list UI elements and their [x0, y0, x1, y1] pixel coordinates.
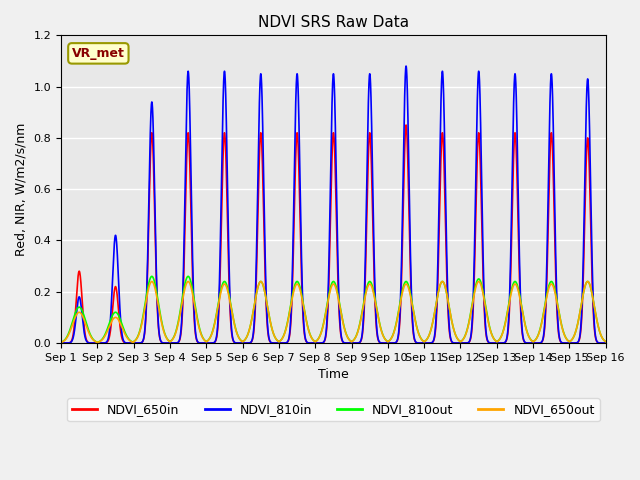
NDVI_650in — [602, 340, 609, 346]
NDVI_650in — [261, 267, 269, 273]
NDVI_650in — [57, 340, 65, 346]
NDVI_650out — [174, 323, 182, 329]
NDVI_650in — [600, 340, 608, 346]
Title: NDVI SRS Raw Data: NDVI SRS Raw Data — [258, 15, 409, 30]
NDVI_810out — [168, 337, 176, 343]
Line: NDVI_810in: NDVI_810in — [61, 66, 605, 343]
Line: NDVI_650out: NDVI_650out — [61, 281, 605, 342]
NDVI_650out — [57, 339, 65, 345]
NDVI_810out — [600, 337, 608, 343]
NDVI_650in — [409, 323, 417, 328]
NDVI_810out — [409, 303, 417, 309]
X-axis label: Time: Time — [318, 368, 349, 381]
NDVI_810in — [409, 317, 417, 323]
NDVI_650out — [486, 326, 494, 332]
NDVI_810out — [174, 322, 182, 327]
NDVI_650out — [261, 290, 269, 296]
NDVI_650out — [600, 337, 608, 343]
NDVI_810in — [486, 340, 493, 346]
Line: NDVI_810out: NDVI_810out — [61, 276, 605, 342]
NDVI_810out — [57, 339, 65, 345]
NDVI_810in — [261, 242, 269, 248]
NDVI_810in — [402, 63, 410, 69]
NDVI_650in — [168, 340, 176, 346]
NDVI_810out — [261, 290, 269, 296]
NDVI_650out — [168, 337, 176, 343]
NDVI_810in — [173, 340, 181, 346]
NDVI_650out — [93, 339, 101, 345]
Line: NDVI_650in: NDVI_650in — [61, 125, 605, 343]
NDVI_810out — [602, 339, 609, 345]
NDVI_810out — [148, 274, 156, 279]
NDVI_650in — [486, 340, 494, 346]
NDVI_810out — [93, 339, 101, 345]
NDVI_650out — [602, 339, 609, 345]
NDVI_810in — [57, 340, 65, 346]
NDVI_810in — [168, 340, 175, 346]
NDVI_810in — [600, 340, 608, 346]
NDVI_650in — [402, 122, 410, 128]
NDVI_650out — [148, 278, 156, 284]
NDVI_650out — [409, 304, 417, 310]
NDVI_650in — [93, 340, 101, 346]
Legend: NDVI_650in, NDVI_810in, NDVI_810out, NDVI_650out: NDVI_650in, NDVI_810in, NDVI_810out, NDV… — [67, 398, 600, 421]
NDVI_810out — [486, 325, 494, 331]
NDVI_650in — [174, 340, 182, 346]
Text: VR_met: VR_met — [72, 47, 125, 60]
NDVI_810in — [602, 340, 609, 346]
Y-axis label: Red, NIR, W/m2/s/nm: Red, NIR, W/m2/s/nm — [15, 122, 28, 256]
